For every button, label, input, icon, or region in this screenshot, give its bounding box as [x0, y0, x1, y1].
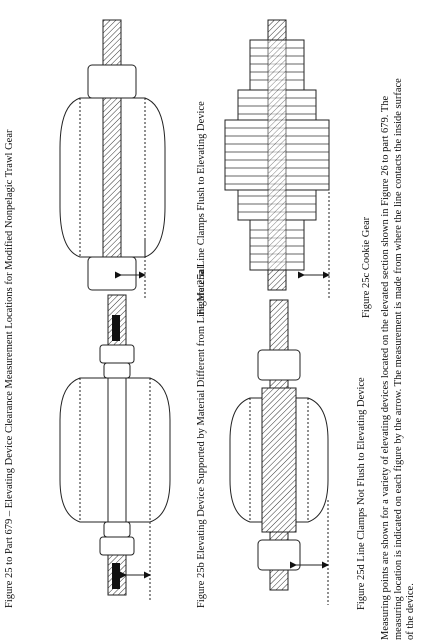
support-material [107, 377, 127, 523]
cookie-stack [224, 39, 330, 271]
clamp-top [87, 64, 137, 99]
black-band-top [112, 315, 120, 341]
line-through-device [102, 97, 122, 258]
figure-25d-drawing [229, 299, 329, 605]
clamp-top [257, 349, 301, 381]
clamp-bottom-outer [99, 536, 135, 556]
line-through-device [261, 387, 297, 533]
black-band-bottom [112, 563, 120, 589]
figure-25a-drawing [59, 19, 166, 300]
clamp-bottom [87, 256, 137, 291]
clamp-top-outer [99, 344, 135, 364]
clamp-bottom-inner [103, 521, 131, 538]
clamp-top-inner [103, 362, 131, 379]
figure-25b-drawing [59, 294, 171, 600]
clamp-bottom [257, 539, 301, 571]
figure-25c-drawing [224, 19, 330, 300]
